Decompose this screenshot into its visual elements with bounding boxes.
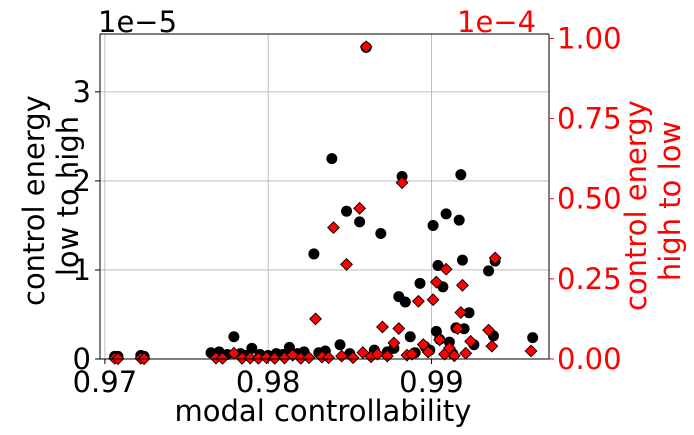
- data-point-right: [380, 349, 394, 363]
- data-point-right: [426, 293, 440, 307]
- data-point-right: [488, 251, 502, 265]
- data-point-right: [524, 344, 538, 358]
- data-point-right: [359, 40, 373, 54]
- data-point-right: [429, 275, 443, 289]
- data-point-right: [346, 351, 360, 365]
- left-axis-label: control energy low to high: [17, 86, 85, 306]
- data-point-left: [341, 205, 353, 217]
- left-axis-label-line-1: control energy: [17, 95, 51, 306]
- data-point-left: [453, 214, 465, 226]
- y-left-tick-label: 2: [73, 164, 91, 198]
- y-left-tick-label: 3: [73, 75, 91, 109]
- y-right-tick-label: 0.50: [557, 182, 622, 216]
- data-point-right: [395, 176, 409, 190]
- y-left-tick-label: 0: [73, 342, 91, 376]
- x-tick-label: 0.97: [73, 365, 138, 399]
- data-point-left: [427, 219, 439, 231]
- data-point-right: [309, 312, 322, 326]
- data-point-left: [527, 332, 539, 344]
- data-point-right: [456, 278, 469, 292]
- data-point-left: [456, 254, 468, 266]
- data-point-left: [404, 331, 416, 343]
- data-point-right: [268, 351, 282, 365]
- data-point-right: [442, 341, 456, 355]
- series-right-points: [108, 40, 538, 366]
- data-point-right: [243, 351, 257, 365]
- data-point-right: [260, 351, 273, 365]
- data-point-right: [387, 336, 401, 350]
- data-point-right: [464, 334, 478, 348]
- data-point-left: [246, 342, 258, 354]
- right-axis-label-line-2: high to low: [653, 121, 687, 281]
- plot-frame: [99, 33, 550, 360]
- data-point-left: [414, 277, 426, 289]
- data-point-right: [327, 221, 340, 235]
- y-left-tick-label: 1: [73, 253, 91, 287]
- x-tick-label: 0.98: [236, 365, 301, 399]
- data-point-left: [440, 208, 452, 220]
- data-point-right: [411, 294, 425, 308]
- axis-ticks: 0.97 0.98 0.99 0 1 2 3 0.00 0.25 0.50 0.75 1.00: [73, 21, 622, 399]
- data-point-left: [308, 248, 320, 260]
- data-point-right: [356, 346, 370, 360]
- data-point-left: [334, 339, 346, 351]
- data-point-right: [454, 306, 468, 319]
- data-point-right: [340, 257, 353, 271]
- y-right-tick-label: 0.75: [557, 102, 622, 136]
- x-tick-label: 0.99: [399, 365, 464, 399]
- data-point-right: [451, 322, 465, 335]
- right-axis-label: control energy high to low: [619, 91, 687, 311]
- data-point-left: [483, 265, 495, 277]
- data-point-right: [405, 347, 419, 361]
- data-point-left: [399, 296, 411, 308]
- data-point-left: [463, 307, 475, 319]
- data-point-right: [439, 262, 453, 276]
- data-point-left: [228, 331, 240, 343]
- data-point-right: [322, 351, 336, 365]
- y-right-tick-label: 1.00: [557, 21, 622, 55]
- right-axis-offset-label: 1e−4: [457, 5, 536, 39]
- data-point-left: [375, 227, 387, 239]
- right-axis-label-line-1: control energy: [619, 100, 653, 311]
- y-right-tick-label: 0.25: [557, 262, 622, 296]
- left-axis-offset-label: 1e−5: [98, 5, 177, 39]
- data-point-right: [482, 323, 496, 337]
- data-point-right: [286, 348, 300, 362]
- left-axis-label-line-2: low to high: [51, 116, 85, 276]
- data-point-left: [455, 169, 467, 181]
- data-point-right: [392, 322, 406, 335]
- data-point-right: [421, 345, 435, 359]
- data-point-right: [302, 351, 316, 365]
- data-point-left: [326, 153, 338, 165]
- data-point-right: [216, 351, 229, 365]
- x-axis-label: modal controllability: [175, 394, 472, 428]
- data-point-right: [416, 338, 430, 352]
- data-point-right: [376, 320, 389, 334]
- y-right-tick-label: 0.00: [557, 342, 622, 376]
- data-point-right: [433, 333, 447, 347]
- data-point-left: [354, 216, 366, 228]
- data-point-right: [353, 201, 367, 215]
- data-point-right: [485, 339, 499, 353]
- data-point-right: [371, 347, 385, 361]
